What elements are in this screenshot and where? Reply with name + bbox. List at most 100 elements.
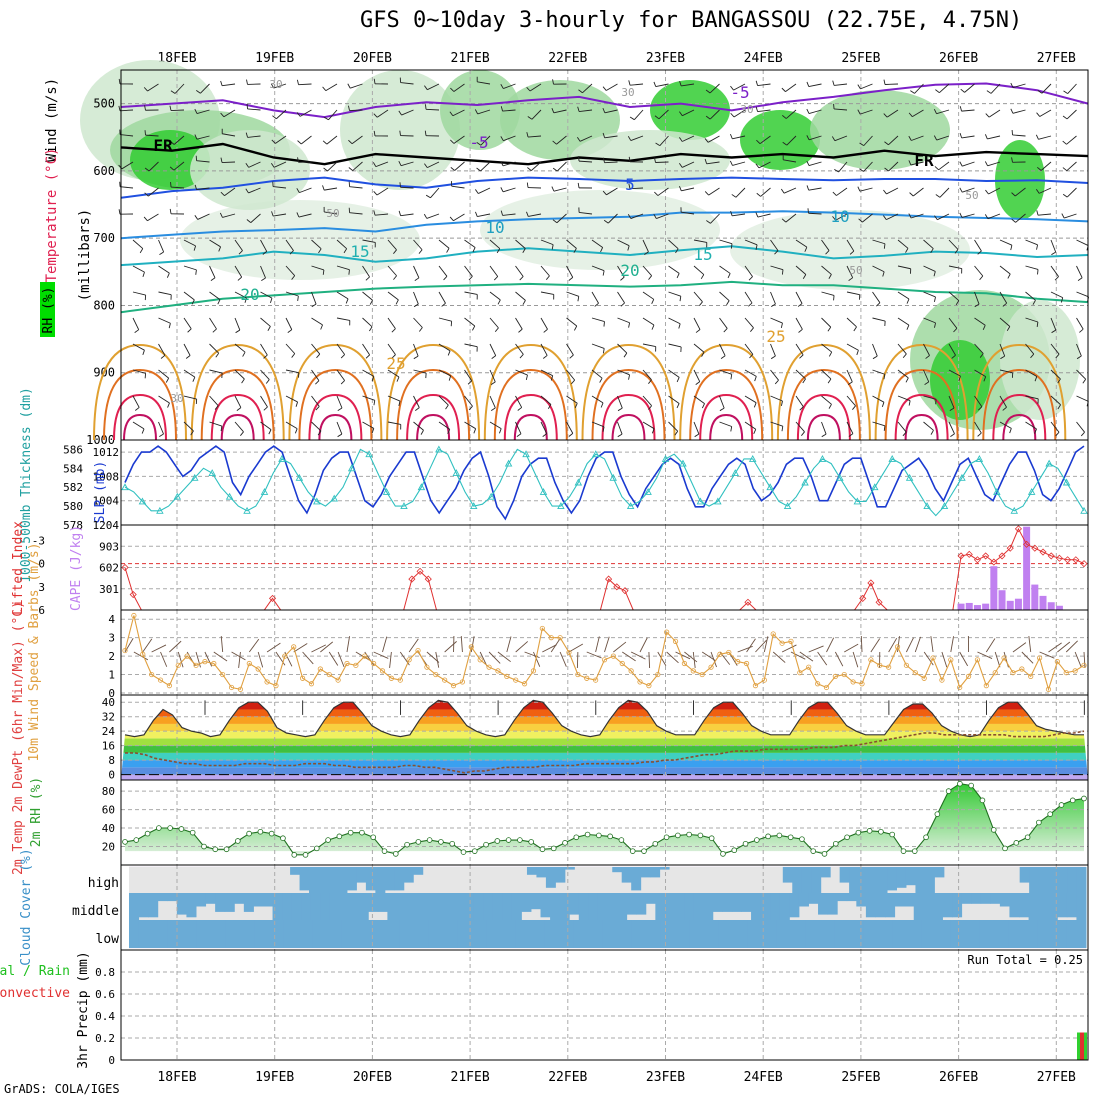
- wind-tick-label: 4: [108, 613, 115, 626]
- rh-marker: [427, 838, 432, 843]
- rh-marker: [484, 842, 489, 847]
- cloud-cell: [244, 893, 254, 912]
- contour-label: FR: [153, 136, 173, 155]
- cloud-cell: [330, 893, 340, 920]
- slp-axis-label: SLP (mb): [93, 461, 108, 524]
- wind10m-axis-label: 10m Wind Speed & Barbs (m/s): [27, 542, 42, 761]
- cloud-cell: [361, 920, 371, 948]
- cloud-cell: [284, 920, 294, 948]
- cloud-cell: [902, 920, 912, 948]
- cloud-cell: [477, 920, 487, 948]
- wind-barb-10m: [853, 652, 858, 667]
- cloud-cell: [253, 893, 263, 907]
- wind-barb-10m: [347, 636, 350, 652]
- cape-bar: [1007, 601, 1014, 610]
- cloud-cell: [868, 867, 878, 893]
- cloud-cell: [409, 920, 419, 948]
- thickness-tick-label: 580: [63, 500, 83, 513]
- thickness-line: [125, 449, 1084, 515]
- cloud-cell: [849, 867, 859, 893]
- cloud-cell: [1009, 920, 1019, 948]
- date-label-bottom: 24FEB: [744, 1070, 783, 1085]
- wind-barb-10m: [390, 652, 392, 668]
- precip-convective-label: Convective: [0, 986, 70, 1001]
- cloud-cell: [564, 920, 574, 948]
- rh-marker: [698, 833, 703, 838]
- precip-tick-label: 0.4: [95, 1010, 115, 1023]
- cloud-cell: [419, 920, 429, 948]
- rh-marker: [506, 838, 511, 843]
- rh-marker: [495, 839, 500, 844]
- cloud-cell: [906, 867, 916, 885]
- cloud-cell: [875, 893, 885, 917]
- cape-bar: [990, 566, 997, 610]
- cape-axis-label: CAPE (J/kg): [69, 525, 84, 611]
- precip-axis-label: 3hr Precip (mm): [76, 951, 91, 1068]
- cloud-cell: [694, 893, 704, 920]
- cape-tick-label: 903: [99, 540, 119, 553]
- cape-tick-label: 1204: [93, 519, 120, 532]
- cape-bar: [1056, 606, 1063, 610]
- cloud-cell: [546, 867, 556, 888]
- cloud-cell: [690, 920, 700, 948]
- cloud-row-label-middle: middle: [72, 904, 119, 919]
- cloud-cell: [292, 893, 302, 920]
- wind-barb-10m: [871, 639, 880, 652]
- cloud-cell: [866, 893, 876, 917]
- cloud-cell: [934, 867, 944, 877]
- rh-marker: [1003, 846, 1008, 851]
- cloud-cell: [1067, 867, 1077, 893]
- cloud-cell: [960, 920, 970, 948]
- cloud-cell: [483, 893, 493, 920]
- cloud-cell: [854, 920, 864, 948]
- rh-marker: [653, 841, 658, 846]
- cloud-cell: [622, 920, 632, 948]
- date-label-bottom: 21FEB: [451, 1070, 490, 1085]
- cloud-cell: [545, 920, 555, 948]
- temp-tick-label: 40: [102, 696, 115, 709]
- cloud-cell: [588, 893, 598, 920]
- date-label-top: 20FEB: [353, 51, 392, 66]
- wind-barb-10m: [461, 636, 462, 652]
- rh-shading: [340, 70, 460, 190]
- contour-label: 30: [170, 392, 183, 405]
- lifted-axis-label: Lifted Index: [11, 521, 26, 615]
- cloud-cell: [732, 893, 742, 912]
- contour-label: -5: [730, 83, 749, 102]
- cloud-cell: [617, 893, 627, 920]
- panel-frame: [121, 950, 1088, 1060]
- wind-barb-10m: [667, 652, 679, 663]
- wind-barb-10m: [303, 652, 314, 664]
- cloud-cell: [196, 893, 206, 907]
- rh-marker: [743, 841, 748, 846]
- wind-tick-label: 2: [108, 650, 115, 663]
- cloud-cell: [713, 893, 723, 912]
- pressure-axis-label: (millibars): [77, 209, 93, 302]
- cloud-cell: [873, 920, 883, 948]
- thickness-tick-label: 586: [63, 443, 83, 456]
- cloud-cell: [622, 867, 632, 883]
- rh-marker: [156, 826, 161, 831]
- rh-marker: [754, 838, 759, 843]
- wind-barb-10m: [747, 639, 756, 652]
- wind-barb: [885, 84, 898, 85]
- rh-marker: [912, 849, 917, 854]
- wind-barb-10m: [205, 652, 212, 666]
- cloud-cell: [665, 893, 675, 920]
- cloud-cell: [474, 893, 484, 920]
- wind-barb-10m: [542, 645, 556, 652]
- wind-barb-10m: [267, 643, 280, 652]
- cloud-cell: [413, 867, 423, 875]
- date-label-top: 19FEB: [255, 51, 294, 66]
- cape-bar: [1048, 602, 1055, 610]
- cloud-cell: [603, 920, 613, 948]
- wind-barb-10m: [1013, 643, 1026, 652]
- temp-band: [121, 746, 1088, 753]
- rh-marker: [822, 852, 827, 857]
- rh-marker: [563, 840, 568, 845]
- date-label-top: 26FEB: [939, 51, 978, 66]
- cloud-cell: [1029, 867, 1039, 893]
- wind-barb-10m: [649, 652, 650, 668]
- cloud-cell: [351, 920, 361, 948]
